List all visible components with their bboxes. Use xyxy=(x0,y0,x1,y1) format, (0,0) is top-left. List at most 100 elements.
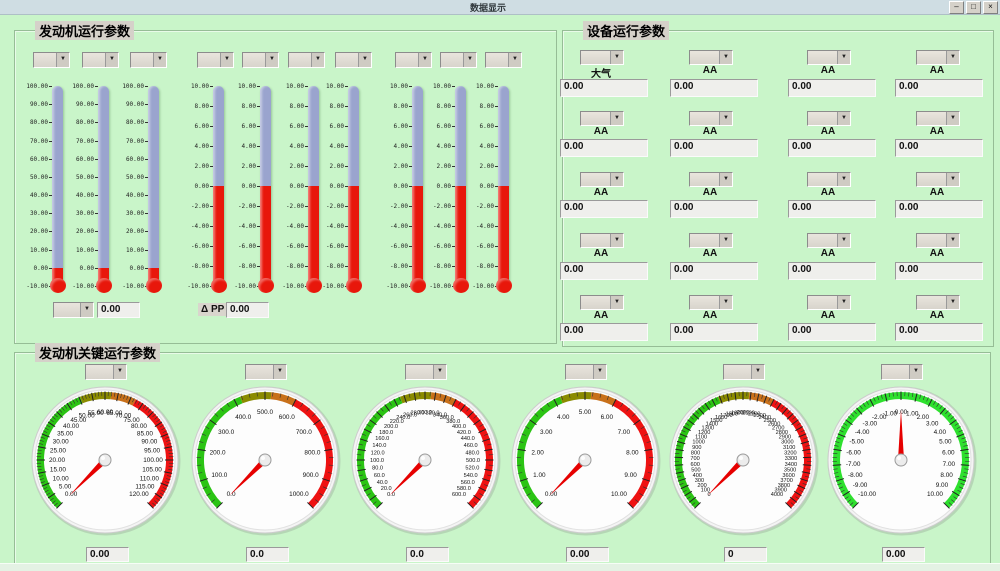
close-button[interactable]: × xyxy=(983,1,998,14)
device-param-value[interactable]: 0.00 xyxy=(670,79,758,97)
chevron-down-icon[interactable]: ▼ xyxy=(311,53,324,67)
chevron-down-icon[interactable]: ▼ xyxy=(463,53,476,67)
chevron-down-icon[interactable]: ▼ xyxy=(946,112,959,125)
chevron-down-icon[interactable]: ▼ xyxy=(719,234,732,247)
chevron-down-icon[interactable]: ▼ xyxy=(837,296,850,309)
engine-param-selector-3[interactable]: ▼ xyxy=(130,52,167,68)
engine-param-selector-10[interactable]: ▼ xyxy=(485,52,522,68)
minimize-button[interactable]: – xyxy=(949,1,964,14)
gauge-selector-2[interactable]: ▼ xyxy=(245,364,287,380)
device-selector-r5-c4[interactable]: ▼ xyxy=(916,295,960,310)
device-param-value[interactable]: 0.00 xyxy=(670,323,758,341)
device-param-value[interactable]: 0.00 xyxy=(560,200,648,218)
device-param-value[interactable]: 0.00 xyxy=(788,262,876,280)
chevron-down-icon[interactable]: ▼ xyxy=(220,53,233,67)
maximize-button[interactable]: □ xyxy=(966,1,981,14)
chevron-down-icon[interactable]: ▼ xyxy=(837,234,850,247)
device-selector-r4-c1[interactable]: ▼ xyxy=(580,233,624,248)
chevron-down-icon[interactable]: ▼ xyxy=(508,53,521,67)
device-selector-r1-c2[interactable]: ▼ xyxy=(689,50,733,65)
engine-param-selector-6[interactable]: ▼ xyxy=(288,52,325,68)
device-selector-r4-c2[interactable]: ▼ xyxy=(689,233,733,248)
device-selector-r1-c3[interactable]: ▼ xyxy=(807,50,851,65)
chevron-down-icon[interactable]: ▼ xyxy=(837,112,850,125)
device-selector-r5-c2[interactable]: ▼ xyxy=(689,295,733,310)
engine-param-selector-1[interactable]: ▼ xyxy=(33,52,70,68)
device-param-value[interactable]: 0.00 xyxy=(560,139,648,157)
device-selector-r2-c4[interactable]: ▼ xyxy=(916,111,960,126)
chevron-down-icon[interactable]: ▼ xyxy=(610,296,623,309)
chevron-down-icon[interactable]: ▼ xyxy=(105,53,118,67)
gauge-selector-4[interactable]: ▼ xyxy=(565,364,607,380)
device-param-value[interactable]: 0.00 xyxy=(788,200,876,218)
device-param-value[interactable]: 0.00 xyxy=(560,262,648,280)
chevron-down-icon[interactable]: ▼ xyxy=(610,112,623,125)
chevron-down-icon[interactable]: ▼ xyxy=(837,173,850,186)
device-selector-r3-c3[interactable]: ▼ xyxy=(807,172,851,187)
chevron-down-icon[interactable]: ▼ xyxy=(265,53,278,67)
chevron-down-icon[interactable]: ▼ xyxy=(719,296,732,309)
device-selector-r5-c1[interactable]: ▼ xyxy=(580,295,624,310)
delta-pp-value[interactable]: 0.00 xyxy=(226,302,269,318)
engine-param-selector-2[interactable]: ▼ xyxy=(82,52,119,68)
device-param-value[interactable]: 0.00 xyxy=(788,139,876,157)
gauge-value-2[interactable]: 0.0 xyxy=(246,547,289,562)
device-selector-r2-c1[interactable]: ▼ xyxy=(580,111,624,126)
chevron-down-icon[interactable]: ▼ xyxy=(358,53,371,67)
device-selector-r1-c1[interactable]: ▼ xyxy=(580,50,624,65)
chevron-down-icon[interactable]: ▼ xyxy=(593,365,606,379)
chevron-down-icon[interactable]: ▼ xyxy=(719,112,732,125)
engine-param-selector-4[interactable]: ▼ xyxy=(197,52,234,68)
engine-footer-value[interactable]: 0.00 xyxy=(97,302,140,318)
chevron-down-icon[interactable]: ▼ xyxy=(946,234,959,247)
gauge-value-1[interactable]: 0.00 xyxy=(86,547,129,562)
gauge-selector-5[interactable]: ▼ xyxy=(723,364,765,380)
chevron-down-icon[interactable]: ▼ xyxy=(719,51,732,64)
device-selector-r1-c4[interactable]: ▼ xyxy=(916,50,960,65)
device-param-value[interactable]: 0.00 xyxy=(895,200,983,218)
engine-footer-selector[interactable]: ▼ xyxy=(53,302,94,318)
chevron-down-icon[interactable]: ▼ xyxy=(56,53,69,67)
device-param-value[interactable]: 0.00 xyxy=(895,139,983,157)
chevron-down-icon[interactable]: ▼ xyxy=(946,296,959,309)
chevron-down-icon[interactable]: ▼ xyxy=(153,53,166,67)
device-selector-r5-c3[interactable]: ▼ xyxy=(807,295,851,310)
gauge-value-5[interactable]: 0 xyxy=(724,547,767,562)
device-param-value[interactable]: 0.00 xyxy=(670,262,758,280)
gauge-value-4[interactable]: 0.00 xyxy=(566,547,609,562)
engine-param-selector-7[interactable]: ▼ xyxy=(335,52,372,68)
device-selector-r3-c1[interactable]: ▼ xyxy=(580,172,624,187)
chevron-down-icon[interactable]: ▼ xyxy=(418,53,431,67)
gauge-selector-6[interactable]: ▼ xyxy=(881,364,923,380)
gauge-value-3[interactable]: 0.0 xyxy=(406,547,449,562)
device-selector-r4-c3[interactable]: ▼ xyxy=(807,233,851,248)
gauge-value-6[interactable]: 0.00 xyxy=(882,547,925,562)
chevron-down-icon[interactable]: ▼ xyxy=(113,365,126,379)
chevron-down-icon[interactable]: ▼ xyxy=(610,234,623,247)
device-selector-r2-c3[interactable]: ▼ xyxy=(807,111,851,126)
device-param-value[interactable]: 0.00 xyxy=(895,323,983,341)
device-param-value[interactable]: 0.00 xyxy=(560,323,648,341)
device-param-value[interactable]: 0.00 xyxy=(670,139,758,157)
chevron-down-icon[interactable]: ▼ xyxy=(719,173,732,186)
device-selector-r3-c4[interactable]: ▼ xyxy=(916,172,960,187)
engine-param-selector-8[interactable]: ▼ xyxy=(395,52,432,68)
device-selector-r2-c2[interactable]: ▼ xyxy=(689,111,733,126)
gauge-selector-1[interactable]: ▼ xyxy=(85,364,127,380)
chevron-down-icon[interactable]: ▼ xyxy=(80,303,93,317)
chevron-down-icon[interactable]: ▼ xyxy=(751,365,764,379)
device-param-value[interactable]: 0.00 xyxy=(788,79,876,97)
chevron-down-icon[interactable]: ▼ xyxy=(610,51,623,64)
device-param-value[interactable]: 0.00 xyxy=(670,200,758,218)
chevron-down-icon[interactable]: ▼ xyxy=(946,51,959,64)
chevron-down-icon[interactable]: ▼ xyxy=(946,173,959,186)
device-param-value[interactable]: 0.00 xyxy=(895,79,983,97)
gauge-selector-3[interactable]: ▼ xyxy=(405,364,447,380)
device-param-value[interactable]: 0.00 xyxy=(788,323,876,341)
chevron-down-icon[interactable]: ▼ xyxy=(273,365,286,379)
device-selector-r4-c4[interactable]: ▼ xyxy=(916,233,960,248)
engine-param-selector-9[interactable]: ▼ xyxy=(440,52,477,68)
device-param-value[interactable]: 0.00 xyxy=(560,79,648,97)
chevron-down-icon[interactable]: ▼ xyxy=(610,173,623,186)
chevron-down-icon[interactable]: ▼ xyxy=(909,365,922,379)
